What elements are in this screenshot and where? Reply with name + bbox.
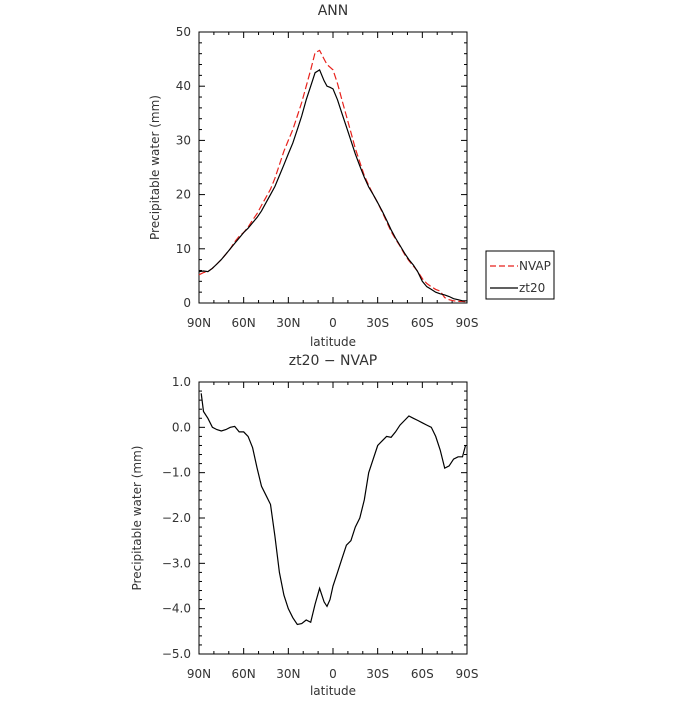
x-tick-label: 0: [329, 667, 337, 681]
x-axis-label: latitude: [310, 335, 356, 349]
x-tick-label: 90N: [187, 667, 211, 681]
legend-label-nvap: NVAP: [519, 259, 551, 273]
x-tick-label: 30S: [366, 316, 389, 330]
y-tick-label: 50: [176, 25, 191, 39]
x-tick-label: 60N: [232, 667, 256, 681]
panel-top: ANN 90N 60N 30N 0 30S 60S 90S 0 10 20 30 40 50 latitud…: [148, 3, 555, 349]
y-tick-label: −4.0: [162, 602, 191, 616]
y-tick-label: 20: [176, 188, 191, 202]
x-tick-label: 90S: [456, 667, 479, 681]
x-tick-label: 30N: [276, 667, 300, 681]
y-tick-label: −3.0: [162, 556, 191, 570]
panel-bottom: zt20 − NVAP 90N 60N 30N 0 30S 60S 90S 1.0 0.0 −1.0…: [130, 353, 478, 698]
legend-label-zt20: zt20: [519, 281, 545, 295]
y-tick-label: −2.0: [162, 511, 191, 525]
x-axis-label: latitude: [310, 684, 356, 698]
y-tick-label: 30: [176, 133, 191, 147]
y-tick-label: 1.0: [172, 375, 191, 389]
x-tick-label: 60N: [232, 316, 256, 330]
y-tick-label: 40: [176, 79, 191, 93]
chart-title: zt20 − NVAP: [289, 353, 377, 369]
x-tick-label: 30S: [366, 667, 389, 681]
legend-box: [485, 250, 555, 300]
series-line-difference: [200, 393, 467, 626]
series-line-zt20: [198, 69, 467, 302]
y-tick-label: 10: [176, 242, 191, 256]
y-tick-label: −5.0: [162, 647, 191, 661]
y-axis-label: Precipitable water (mm): [130, 446, 144, 591]
y-tick-label: −1.0: [162, 466, 191, 480]
x-tick-label: 60S: [411, 667, 434, 681]
x-tick-label: 60S: [411, 316, 434, 330]
y-tick-label: 0: [183, 296, 191, 310]
y-axis-label: Precipitable water (mm): [148, 95, 162, 240]
x-tick-label: 0: [329, 316, 337, 330]
chart-title: ANN: [318, 3, 349, 19]
y-tick-label: 0.0: [172, 420, 191, 434]
x-tick-label: 30N: [276, 316, 300, 330]
x-tick-label: 90S: [456, 316, 479, 330]
x-tick-label: 90N: [187, 316, 211, 330]
